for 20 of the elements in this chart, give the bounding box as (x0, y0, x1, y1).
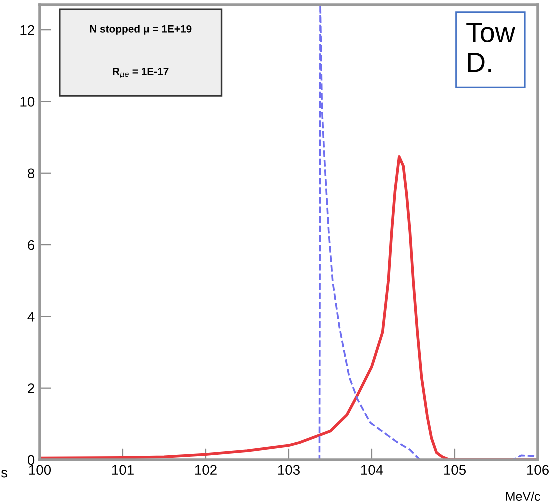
y-tick-label: 4 (28, 312, 35, 322)
x-tick-label: 104 (361, 465, 384, 476)
x-tick-label: 105 (444, 465, 466, 476)
x-tick-label: 101 (112, 465, 134, 476)
y-tick-label: 0 (28, 455, 35, 466)
x-axis-title: MeV/c (506, 492, 540, 501)
y-tick-label: 6 (28, 240, 35, 250)
annotation: Tow (466, 23, 516, 42)
x-tick-label: 102 (195, 465, 217, 476)
x-tick-label: 100 (29, 465, 52, 476)
text: s (1, 470, 8, 478)
y-tick-label: 12 (20, 25, 34, 36)
y-tick-label: 2 (28, 384, 34, 394)
annotation: N stopped μ = 1E+19 (90, 25, 192, 35)
annotation: R$_{μe}$ = 1E-17 (113, 68, 169, 78)
annotation: D. (468, 53, 492, 72)
y-tick-label: 10 (20, 97, 35, 107)
x-tick-label: 106 (527, 465, 549, 476)
x-tick-label: 103 (278, 465, 300, 476)
y-tick-label: 8 (28, 168, 35, 179)
